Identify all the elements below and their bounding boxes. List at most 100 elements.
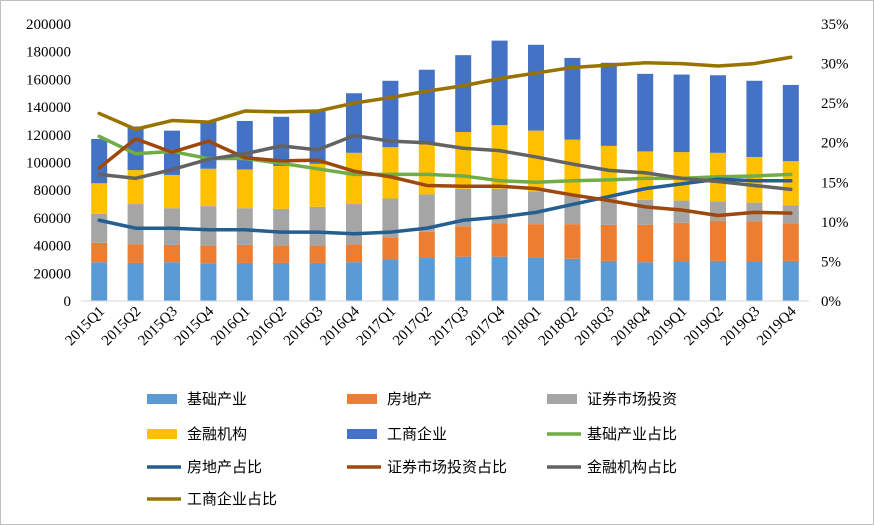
line-series-2 <box>97 137 793 218</box>
bar-0-10 <box>455 256 472 301</box>
bar-2-14 <box>600 197 617 225</box>
x-tick-label: 2016Q2 <box>245 304 290 349</box>
bar-4-16 <box>673 74 690 153</box>
bar-3-9 <box>418 144 435 195</box>
legend-swatch-bar <box>347 429 377 439</box>
bar-2-11 <box>491 188 508 224</box>
bar-1-6 <box>309 245 326 263</box>
bar-1-17 <box>710 220 726 261</box>
bar-1-16 <box>673 222 690 262</box>
y2-tick-label: 0% <box>821 294 841 310</box>
y2-tick-label: 10% <box>821 215 849 231</box>
y2-tick-label: 5% <box>821 254 841 270</box>
y-tick-label: 180000 <box>26 45 71 61</box>
bar-2-13 <box>564 195 581 225</box>
bar-2-4 <box>236 208 253 245</box>
bar-3-11 <box>491 125 508 189</box>
bar-0-14 <box>600 260 617 301</box>
y-tick-label: 0 <box>64 294 72 310</box>
x-tick-label: 2015Q3 <box>135 304 180 349</box>
bar-1-3 <box>200 245 217 264</box>
y-tick-label: 60000 <box>34 211 72 227</box>
y-tick-label: 80000 <box>34 183 72 199</box>
bar-0-6 <box>309 262 326 301</box>
x-tick-label: 2019Q4 <box>754 303 800 349</box>
bar-0-11 <box>491 256 508 301</box>
bar-2-7 <box>346 204 362 245</box>
bar-0-17 <box>710 260 726 301</box>
bar-4-9 <box>418 69 435 145</box>
bar-0-3 <box>200 263 217 301</box>
y2-tick-label: 35% <box>821 17 849 33</box>
line-series-4 <box>97 55 793 132</box>
y-tick-label: 20000 <box>34 266 72 282</box>
line-series-3 <box>97 133 793 192</box>
bar-0-19 <box>782 260 799 301</box>
x-tick-label: 2018Q1 <box>499 304 544 349</box>
bar-0-9 <box>418 258 435 301</box>
bar-4-17 <box>710 75 726 153</box>
bar-1-19 <box>782 223 799 261</box>
legend-label: 金融机构占比 <box>587 458 677 476</box>
bar-1-12 <box>528 224 544 258</box>
y-tick-label: 160000 <box>26 72 71 88</box>
bar-1-7 <box>346 244 362 263</box>
bar-2-8 <box>382 198 399 238</box>
x-tick-label: 2015Q1 <box>63 304 108 349</box>
bar-3-2 <box>164 174 180 209</box>
bar-0-13 <box>564 258 581 301</box>
bar-0-8 <box>382 259 399 301</box>
bar-0-1 <box>127 262 144 301</box>
bar-layer <box>91 40 799 301</box>
x-tick-label: 2016Q4 <box>317 303 363 349</box>
legend-label: 证券市场投资 <box>587 390 677 408</box>
bar-2-10 <box>455 188 472 227</box>
bar-0-2 <box>164 262 180 301</box>
bar-1-2 <box>164 244 180 263</box>
bar-2-1 <box>127 204 144 245</box>
bar-4-14 <box>600 62 617 146</box>
bar-4-6 <box>309 109 326 164</box>
bar-2-6 <box>309 206 326 246</box>
legend-swatch-bar <box>347 394 377 404</box>
bar-4-5 <box>273 116 290 166</box>
x-tick-label: 2016Q3 <box>281 304 326 349</box>
y-tick-label: 200000 <box>26 17 71 33</box>
x-tick-label: 2015Q2 <box>99 304 144 349</box>
y2-tick-label: 15% <box>821 175 849 191</box>
legend-label: 证券市场投资占比 <box>387 458 507 476</box>
bar-1-10 <box>455 226 472 257</box>
bar-1-8 <box>382 237 399 260</box>
bar-3-13 <box>564 139 581 196</box>
bar-3-10 <box>455 132 472 189</box>
bar-3-3 <box>200 168 217 207</box>
legend-label: 房地产占比 <box>187 458 262 476</box>
legend-swatch-bar <box>547 394 577 404</box>
bar-0-18 <box>746 261 763 301</box>
bar-4-10 <box>455 55 472 133</box>
bar-2-17 <box>710 201 726 221</box>
y2-tick-label: 20% <box>821 136 849 152</box>
bar-2-3 <box>200 206 217 246</box>
bar-0-0 <box>91 262 108 301</box>
y-tick-label: 120000 <box>26 128 71 144</box>
bar-2-9 <box>418 194 435 232</box>
x-tick-label: 2017Q1 <box>354 304 399 349</box>
bar-1-1 <box>127 244 144 263</box>
bar-4-18 <box>746 80 763 157</box>
bar-4-11 <box>491 40 508 126</box>
bar-0-16 <box>673 261 690 301</box>
bar-0-4 <box>236 262 253 301</box>
bar-2-12 <box>528 191 544 225</box>
legend-swatch-bar <box>147 394 177 404</box>
bar-1-11 <box>491 223 508 257</box>
bar-1-14 <box>600 224 617 261</box>
bar-1-18 <box>746 221 763 262</box>
bar-3-0 <box>91 183 108 214</box>
bar-4-0 <box>91 138 108 184</box>
x-tick-label: 2017Q2 <box>390 304 435 349</box>
bar-4-1 <box>127 126 144 171</box>
bar-3-12 <box>528 130 544 192</box>
y-tick-label: 140000 <box>26 100 71 116</box>
